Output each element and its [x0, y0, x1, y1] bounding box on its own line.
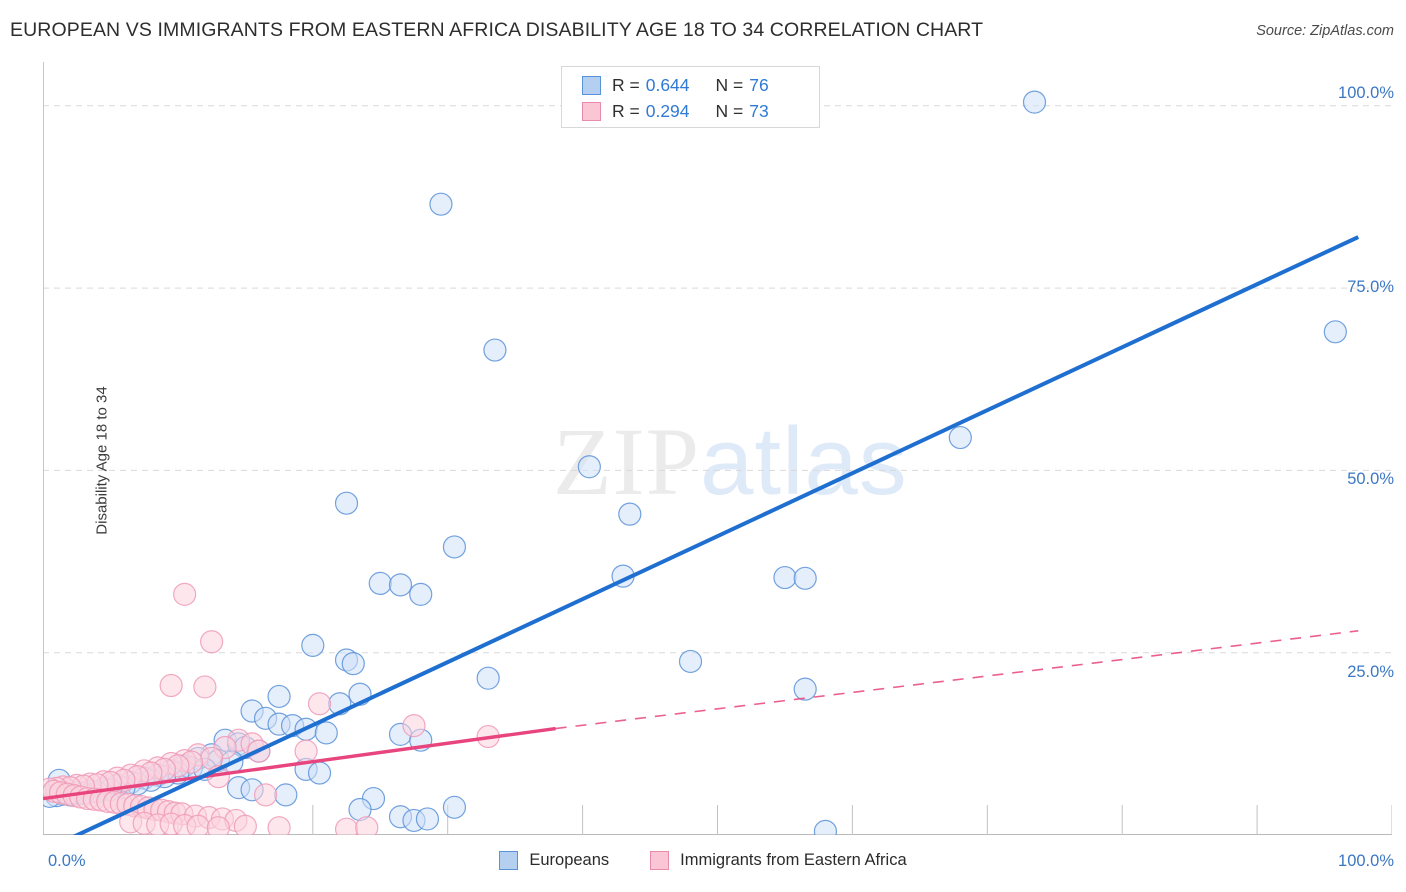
data-point	[793, 677, 817, 701]
page-title: EUROPEAN VS IMMIGRANTS FROM EASTERN AFRI…	[10, 19, 984, 41]
series-points-immigrants	[43, 582, 500, 835]
trend-line-immigrants	[43, 726, 556, 801]
x-tick-label-min: 0.0%	[48, 852, 86, 870]
data-point	[186, 814, 210, 835]
stats-swatch-pink	[582, 101, 601, 121]
trend-line-extension-immigrants	[555, 630, 1359, 730]
data-point	[267, 684, 291, 709]
data-point	[483, 338, 507, 362]
legend-label-europeans: Europeans	[529, 851, 610, 869]
data-point	[577, 455, 601, 479]
data-point	[476, 666, 500, 690]
stats-r-value-blue: 0.644	[645, 74, 690, 95]
data-point	[334, 491, 359, 515]
stats-n-value-blue: 76	[749, 74, 769, 95]
data-point	[678, 649, 703, 674]
data-point	[1022, 90, 1047, 114]
source-note: Source: ZipAtlas.com	[1256, 23, 1394, 39]
data-point	[341, 652, 365, 676]
stats-swatch-blue	[582, 75, 601, 95]
data-point	[402, 714, 426, 738]
data-point	[294, 739, 318, 763]
data-point	[442, 535, 467, 559]
stats-r-label-blue: R =	[612, 74, 640, 95]
plot-svg	[43, 62, 1392, 835]
data-point	[948, 425, 972, 450]
data-point	[200, 630, 224, 654]
y-tick-label-25: 25.0%	[1347, 663, 1394, 681]
data-point	[159, 673, 183, 698]
data-point	[773, 565, 797, 590]
stats-n-label-blue: N =	[715, 74, 744, 95]
data-point	[388, 573, 413, 597]
legend-swatch-europeans	[499, 851, 519, 870]
data-point	[415, 807, 440, 831]
legend-item-europeans[interactable]: Europeans	[499, 851, 609, 870]
stats-n-label-pink: N =	[715, 100, 744, 121]
legend-label-immigrants: Immigrants from Eastern Africa	[680, 851, 907, 869]
stats-n-value-pink: 73	[749, 100, 769, 121]
data-point	[274, 783, 298, 807]
data-point	[355, 816, 379, 835]
x-tick-label-max: 100.0%	[1338, 852, 1394, 870]
scatter-plot-area	[43, 62, 1392, 835]
data-point	[442, 795, 467, 819]
stats-row-immigrants: R = 0.294 N = 73	[582, 98, 819, 124]
data-point	[193, 675, 217, 699]
series-legend: Europeans Immigrants from Eastern Africa	[0, 851, 1406, 870]
data-point	[173, 582, 197, 606]
data-point	[618, 502, 642, 526]
legend-item-immigrants-eastern-africa[interactable]: Immigrants from Eastern Africa	[650, 851, 907, 870]
legend-swatch-immigrants	[650, 851, 670, 870]
data-point	[301, 633, 325, 658]
correlation-stats-box: R = 0.644 N = 76 R = 0.294 N = 73	[561, 66, 820, 128]
data-point	[429, 192, 453, 216]
series-points-europeans	[43, 90, 1347, 835]
y-tick-label-75: 75.0%	[1347, 278, 1394, 296]
data-point	[314, 721, 338, 745]
trend-line-europeans	[72, 235, 1360, 835]
data-point	[813, 819, 838, 835]
data-point	[1323, 320, 1347, 344]
stats-r-label-pink: R =	[612, 100, 640, 121]
stats-row-europeans: R = 0.644 N = 76	[582, 72, 819, 98]
data-point	[409, 582, 433, 606]
data-point	[253, 783, 278, 807]
data-point	[307, 761, 332, 785]
y-tick-label-50: 50.0%	[1347, 470, 1394, 488]
data-point	[307, 692, 332, 716]
data-point	[206, 816, 230, 835]
data-point	[334, 817, 359, 835]
y-tick-label-100: 100.0%	[1338, 84, 1394, 102]
stats-r-value-pink: 0.294	[645, 100, 690, 121]
data-point	[233, 814, 257, 835]
data-point	[368, 571, 392, 596]
data-point	[267, 816, 291, 835]
data-point	[793, 566, 817, 590]
